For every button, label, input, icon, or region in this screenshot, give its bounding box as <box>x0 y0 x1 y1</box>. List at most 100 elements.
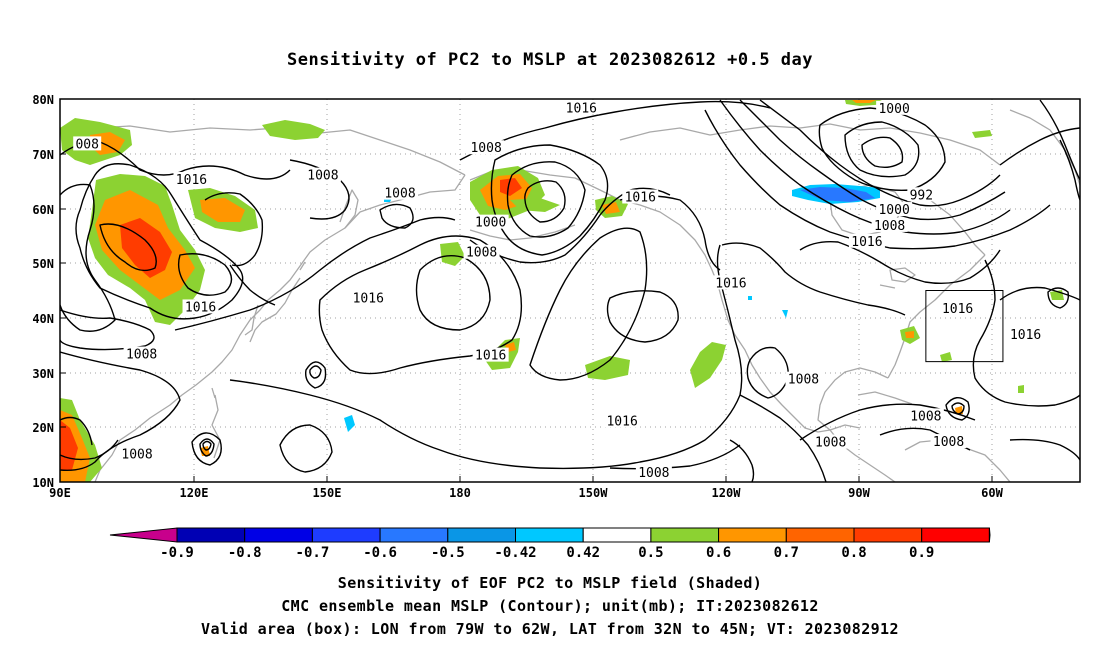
shade-red-2 <box>120 218 172 278</box>
contour-label: 1008 <box>466 246 497 261</box>
contour-1016-central-pacific <box>229 244 743 470</box>
contour-1008-bering-2 <box>469 187 671 264</box>
lon-label-150w: 150W <box>579 486 609 500</box>
contour-label: 1016 <box>1010 328 1041 343</box>
contour-1024-atlantic <box>999 286 1080 301</box>
contour-1000-arctic-2 <box>739 99 1006 221</box>
contour-1008-typhoon-2 <box>191 432 222 466</box>
contour-label: 1016 <box>353 292 384 307</box>
shade-cyan-2 <box>344 415 355 432</box>
contour-1016-atlantic <box>972 259 1080 407</box>
colorbar-swatch <box>447 527 516 543</box>
contour-1008-typhoon-2-inner <box>199 438 215 457</box>
shade-green-9 <box>585 356 630 380</box>
colorbar: -0.9 -0.8 -0.7 -0.6 -0.5 -0.42 0.42 0.5 0.6 0.7 0.… <box>109 527 991 561</box>
contour-label: 1008 <box>638 466 669 481</box>
shade-red-5 <box>500 178 522 196</box>
contour-label: 1008 <box>470 141 501 156</box>
colorbar-label: -0.7 <box>296 545 330 561</box>
contour-1008-typhoon-2-core <box>202 440 212 451</box>
contour-label-bg <box>939 301 976 316</box>
shade-blue-1 <box>800 187 875 202</box>
shade-green-17 <box>1018 385 1024 393</box>
colorbar-swatch <box>785 527 855 543</box>
contour-label: 1016 <box>606 414 637 429</box>
contour-1008-india <box>60 416 93 446</box>
mslp-contours <box>60 99 1080 482</box>
contour-label-bg <box>871 217 908 232</box>
contour-label: 1016 <box>566 101 597 116</box>
colorbar-label: -0.8 <box>228 545 262 561</box>
contour-1008-west-pacific-low <box>279 424 333 473</box>
contour-1008-bering <box>490 144 609 256</box>
contour-label: 1008 <box>121 448 152 463</box>
lon-label-60w: 60W <box>981 486 1003 500</box>
contour-label-bg <box>930 434 967 449</box>
colorbar-arrow-right <box>988 527 991 543</box>
lat-label-40n: 40N <box>32 312 54 326</box>
contour-1008-asia-inner <box>99 223 157 272</box>
contour-label-bg <box>1007 326 1044 341</box>
contour-1016-west-coast <box>60 309 155 351</box>
contour-label-bg <box>785 371 822 386</box>
colorbar-swatch <box>176 527 246 543</box>
contour-label: 1000 <box>878 203 909 218</box>
contour-label-bg <box>472 214 509 229</box>
lat-label-70n: 70N <box>32 148 54 162</box>
contour-1016-greenland <box>999 127 1080 166</box>
contour-label: 1016 <box>715 276 746 291</box>
contour-label-bg <box>604 413 641 428</box>
contour-992-low <box>818 107 946 191</box>
contour-label-bg <box>304 167 341 182</box>
taiwan <box>211 387 216 399</box>
contour-label-bg <box>463 244 500 259</box>
colorbar-swatch <box>921 527 990 543</box>
shade-orange-3 <box>200 198 245 222</box>
korea <box>244 304 259 336</box>
canada-arctic <box>619 123 1001 166</box>
contour-1008-east-pacific-2 <box>729 439 755 482</box>
contour-1008-greenland-2 <box>1039 99 1080 181</box>
lat-label-60n: 60N <box>32 203 54 217</box>
contour-1024-pacific-high <box>415 255 491 331</box>
contour-1016-east-pacific-2 <box>606 290 679 343</box>
contour-label: 1000 <box>878 102 909 117</box>
colorbar-label: -0.42 <box>494 545 536 561</box>
contour-label: 1008 <box>910 409 941 424</box>
shade-green-4 <box>262 120 325 140</box>
lat-labels: 80N 70N 60N 50N 40N 30N 20N 10N <box>32 93 54 490</box>
shade-cyan-5 <box>748 296 752 300</box>
colorbar-swatch <box>379 527 449 543</box>
colorbar-label: 0.42 <box>566 545 600 561</box>
contour-label-bg <box>812 434 849 449</box>
shade-orange-14 <box>852 100 876 103</box>
contour-label-bg <box>876 100 913 115</box>
us-east-coast <box>887 254 986 379</box>
contour-label: 1008 <box>874 219 905 234</box>
valid-area-box <box>925 290 1004 363</box>
colorbar-label: 0.5 <box>638 545 663 561</box>
contour-label: 992 <box>910 188 933 203</box>
contour-label: 1016 <box>185 300 216 315</box>
contour-1016-north-atlantic-east <box>1059 139 1080 201</box>
contour-1016-north-pacific <box>174 216 456 331</box>
kamchatka <box>339 189 359 229</box>
shade-orange-12 <box>905 331 914 338</box>
contour-label-bg <box>712 275 749 290</box>
contour-1008-china-south <box>60 351 181 472</box>
contour-1008-mexico <box>746 346 789 399</box>
shaded-sensitivity <box>60 100 1064 482</box>
contour-label-bg <box>182 299 219 314</box>
contour-label: 008 <box>75 137 98 152</box>
contour-label: 1016 <box>176 173 207 188</box>
map-frame <box>59 98 1081 483</box>
contour-1016-us-east <box>799 240 1001 285</box>
colorbar-swatch <box>582 527 652 543</box>
contour-1016-us-west <box>721 242 906 316</box>
colorbar-swatch <box>311 527 381 543</box>
colorbar-label: 0.6 <box>706 545 731 561</box>
lat-label-80n: 80N <box>32 93 54 107</box>
shade-green-13 <box>940 352 952 362</box>
contour-1024-pacific-east <box>529 227 648 381</box>
